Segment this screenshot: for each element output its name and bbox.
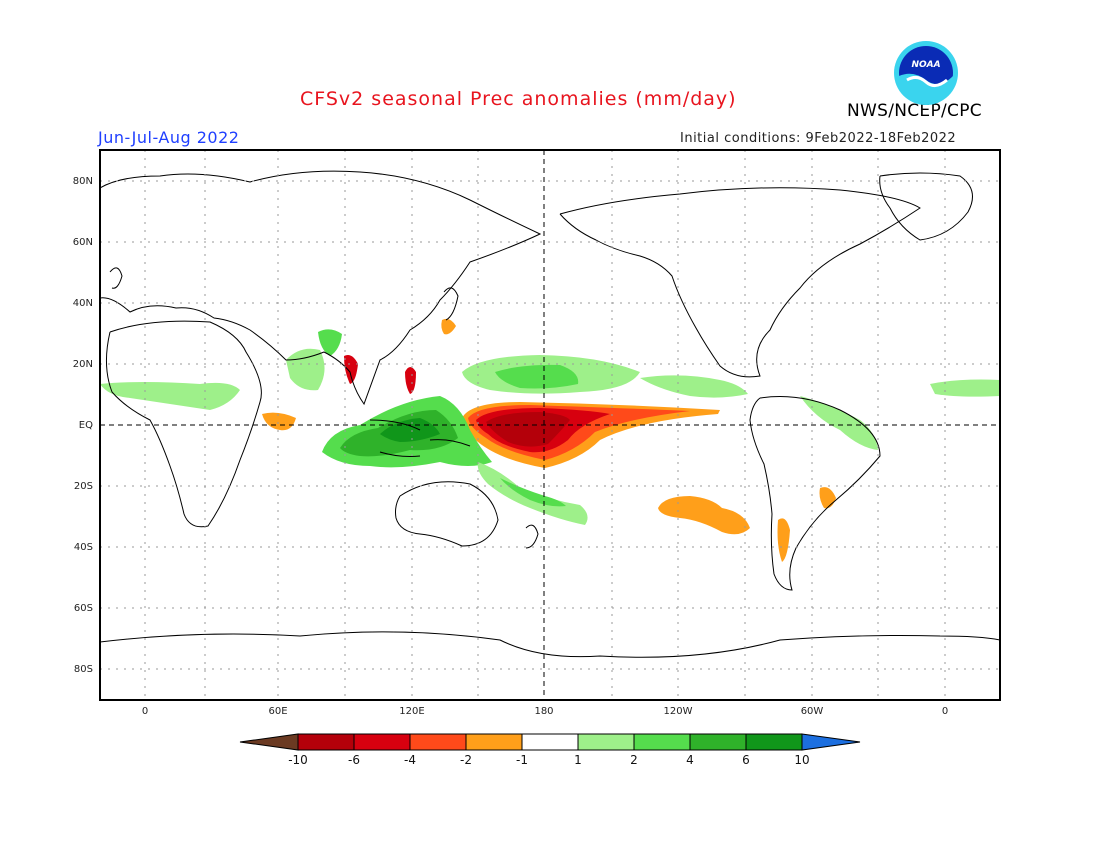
- colorbar-segment: [633, 733, 691, 751]
- lon-label: 120E: [399, 706, 424, 717]
- lat-label: 40N: [73, 298, 93, 309]
- lat-label: 40S: [74, 542, 93, 553]
- lat-labels: 80N 60N 40N 20N EQ 20S 40S 60S 80S: [73, 176, 93, 675]
- lat-label: 80S: [74, 664, 93, 675]
- antarctica-outline: [100, 631, 1000, 658]
- colorbar-segment: [353, 733, 411, 751]
- colorbar-label: 2: [630, 753, 638, 767]
- colorbar-label: -10: [288, 753, 308, 767]
- lon-labels: 0 60E 120E 180 120W 60W 0: [142, 706, 948, 717]
- org-label: NWS/NCEP/CPC: [847, 101, 982, 121]
- africa-outline: [106, 320, 262, 528]
- lat-label: 80N: [73, 176, 93, 187]
- africa-dry-anomaly: [262, 412, 296, 431]
- colorbar-label: -2: [460, 753, 472, 767]
- colorbar-segment: [521, 733, 579, 751]
- colorbar-segment: [577, 733, 635, 751]
- colorbar-label: -4: [404, 753, 416, 767]
- new-zealand-outline: [525, 524, 539, 549]
- lat-label: 20S: [74, 481, 93, 492]
- season-label: Jun-Jul-Aug 2022: [98, 128, 240, 147]
- central-america-wet-anomaly: [640, 375, 748, 398]
- colorbar-label: 6: [742, 753, 750, 767]
- spcz-wet-anomaly-strong: [500, 478, 566, 507]
- colorbar-segment: [801, 733, 861, 751]
- gridlines: [100, 150, 1000, 700]
- colorbar-label: -6: [348, 753, 360, 767]
- initial-conditions: Initial conditions: 9Feb2022-18Feb2022: [680, 131, 957, 146]
- chile-dry-anomaly: [777, 518, 790, 562]
- japan-outline: [443, 287, 459, 321]
- uk-outline: [109, 267, 123, 289]
- atlantic-wet-anomaly: [930, 379, 1000, 397]
- map-title: CFSv2 seasonal Prec anomalies (mm/day): [300, 88, 737, 110]
- australia-outline: [395, 481, 499, 547]
- map-frame: [99, 149, 1001, 701]
- japan-dry-anomaly: [441, 318, 456, 335]
- colorbar-label: 1: [574, 753, 582, 767]
- sahel-wet-anomaly: [100, 382, 240, 410]
- pacific-dry-anomaly-peak: [486, 412, 570, 447]
- greenland-outline: [879, 172, 973, 241]
- lon-label: 120W: [664, 706, 693, 717]
- north-america-outline: [559, 187, 921, 378]
- lon-label: 180: [534, 706, 553, 717]
- lat-label: 60N: [73, 237, 93, 248]
- se-pacific-dry-anomaly: [658, 496, 750, 535]
- colorbar-label: 4: [686, 753, 694, 767]
- lon-label: 60E: [268, 706, 287, 717]
- philippines-dry-anomaly: [405, 367, 416, 394]
- colorbar-label: 10: [794, 753, 809, 767]
- lat-label: 60S: [74, 603, 93, 614]
- south-america-outline: [749, 396, 881, 591]
- itcz-wet-anomaly-strong: [495, 364, 579, 389]
- lon-label: 0: [942, 706, 948, 717]
- eurasia-outline: [100, 170, 542, 406]
- colorbar-segment: [297, 733, 355, 751]
- maritime-wet-anomaly-core: [380, 418, 440, 442]
- colorbar-segment: [745, 733, 803, 751]
- indonesia-outline: [369, 419, 471, 457]
- lon-label: 60W: [801, 706, 824, 717]
- noaa-logo: NOAA: [894, 41, 958, 105]
- lon-label: 0: [142, 706, 148, 717]
- colorbar-segment: [239, 733, 299, 751]
- colorbar-segment: [465, 733, 523, 751]
- noaa-logo-text: NOAA: [911, 60, 940, 70]
- colorbar: -10 -6 -4 -2 -1 1 2 4 6 10: [239, 733, 861, 767]
- coastlines: [100, 170, 1000, 658]
- anomaly-shading: [100, 318, 1000, 562]
- lat-label: EQ: [79, 420, 93, 431]
- amazon-wet-anomaly: [800, 396, 878, 450]
- map-layers: [100, 150, 1000, 700]
- lat-label: 20N: [73, 359, 93, 370]
- colorbar-segment: [409, 733, 467, 751]
- myanmar-dry-anomaly: [344, 355, 358, 384]
- colorbar-label: -1: [516, 753, 528, 767]
- colorbar-segment: [689, 733, 747, 751]
- bangladesh-wet-anomaly: [318, 329, 342, 356]
